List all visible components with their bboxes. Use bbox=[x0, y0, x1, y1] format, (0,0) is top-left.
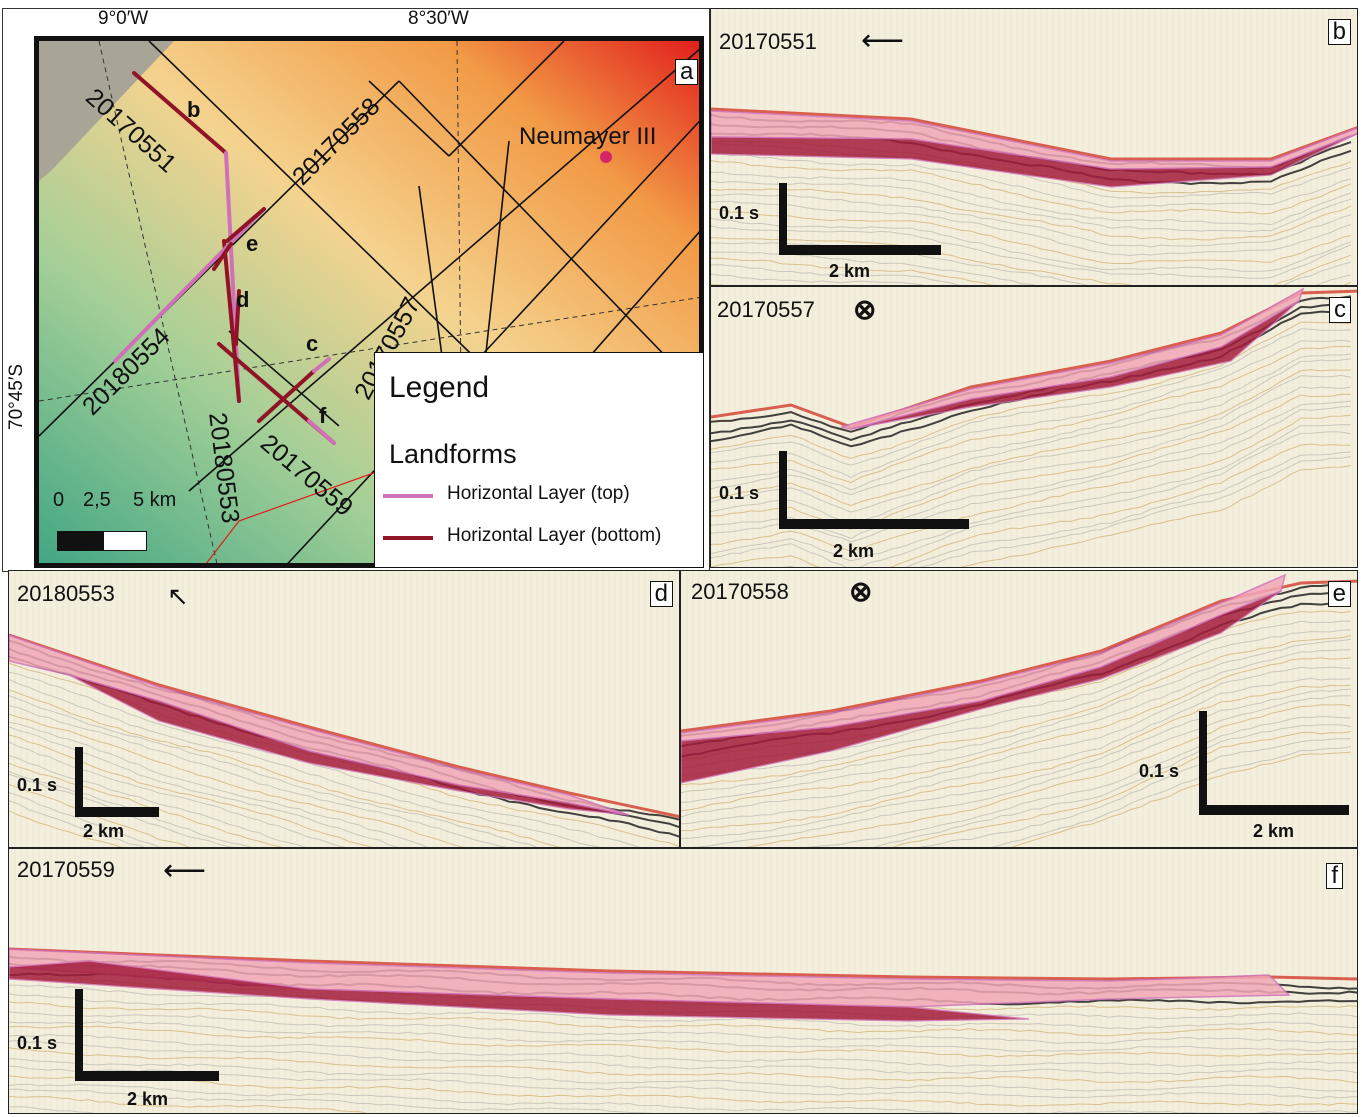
dist-label-e: 2 km bbox=[1253, 821, 1295, 841]
panel-letter-c: c bbox=[1329, 297, 1351, 323]
time-label-b: 0.1 s bbox=[719, 203, 760, 223]
time-label-e: 0.1 s bbox=[1139, 761, 1180, 781]
time-label-d: 0.1 s bbox=[17, 775, 58, 795]
arrow-left-icon: ⟵ bbox=[861, 24, 905, 57]
cross-circle-icon: ⊗ bbox=[853, 294, 877, 325]
scale-vertical-e bbox=[1199, 711, 1207, 815]
layer-bottom-polygon bbox=[68, 674, 630, 816]
cross-circle-icon: ⊗ bbox=[849, 576, 873, 607]
profile-id-b: 20170551 bbox=[719, 29, 817, 54]
scalebar-white bbox=[103, 531, 147, 551]
station-label: Neumayer III bbox=[519, 123, 657, 150]
scale-vertical-c bbox=[779, 451, 787, 527]
map-letter-c: c bbox=[306, 331, 319, 356]
scale-horizontal-e bbox=[1199, 805, 1349, 815]
legend: Legend Landforms Horizontal Layer (top) … bbox=[374, 352, 704, 568]
dist-label-c: 2 km bbox=[833, 541, 875, 561]
lon-label-9w: 9°0′W bbox=[98, 8, 149, 29]
scale-horizontal-f bbox=[75, 1071, 219, 1081]
map-letter-e: e bbox=[246, 231, 259, 256]
profile-id-e: 20170558 bbox=[691, 579, 789, 604]
seismic-panel-e: 20170558 ⊗ e 0.1 s 2 km bbox=[680, 570, 1358, 848]
lon-label-830w: 8°30′W bbox=[408, 8, 469, 29]
map-letter-b: b bbox=[187, 97, 201, 122]
legend-swatch-top bbox=[383, 494, 433, 498]
seismic-image-c bbox=[711, 287, 1357, 567]
scalebar-label-mid: 2,5 bbox=[83, 489, 111, 511]
dist-label-d: 2 km bbox=[83, 821, 125, 841]
scale-vertical-f bbox=[75, 989, 83, 1081]
layer-bottom-polygon bbox=[711, 133, 1357, 188]
legend-title: Legend bbox=[389, 371, 490, 404]
map-letter-d: d bbox=[236, 287, 250, 312]
layer-bottom-polygon bbox=[681, 590, 1282, 784]
scale-horizontal-c bbox=[779, 519, 969, 529]
station-marker bbox=[600, 151, 612, 163]
scale-vertical-d bbox=[75, 747, 83, 815]
lat-label: 70°45′S bbox=[6, 363, 27, 430]
seismic-panel-d: 20180553 ↖ d 0.1 s 2 km bbox=[8, 570, 680, 848]
panel-letter-e: e bbox=[1327, 581, 1351, 607]
layer-bottom-polygon bbox=[9, 960, 1030, 1022]
dist-label-f: 2 km bbox=[127, 1089, 169, 1109]
legend-label-top: Horizontal Layer (top) bbox=[447, 483, 630, 504]
scalebar-label-end: 5 km bbox=[133, 489, 177, 511]
profile-id-f: 20170559 bbox=[17, 857, 115, 882]
time-label-f: 0.1 s bbox=[17, 1033, 58, 1053]
dist-label-b: 2 km bbox=[829, 261, 871, 281]
legend-swatch-bottom bbox=[383, 536, 433, 540]
arrow-up-left-icon: ↖ bbox=[167, 581, 189, 611]
seismic-image-e bbox=[681, 571, 1357, 847]
layer-bottom-polygon bbox=[850, 300, 1300, 430]
scale-vertical-b bbox=[779, 183, 787, 255]
scale-horizontal-d bbox=[75, 807, 159, 817]
panel-letter-b: b bbox=[1327, 19, 1351, 45]
map-letter-f: f bbox=[319, 403, 327, 428]
legend-label-bottom: Horizontal Layer (bottom) bbox=[447, 525, 662, 546]
scalebar: 0 2,5 5 km bbox=[49, 489, 209, 559]
scalebar-black bbox=[57, 531, 105, 551]
time-label-c: 0.1 s bbox=[719, 483, 760, 503]
seismic-image-f bbox=[9, 849, 1357, 1113]
panel-letter-a: a bbox=[675, 59, 699, 85]
profile-id-d: 20180553 bbox=[17, 581, 115, 606]
seismic-image-d bbox=[9, 571, 679, 847]
scalebar-label-0: 0 bbox=[53, 489, 65, 511]
legend-subtitle: Landforms bbox=[389, 439, 517, 469]
seismic-panel-c: 20170557 ⊗ c 0.1 s 2 km bbox=[710, 286, 1358, 568]
seismic-panel-f: 20170559 ⟵ f 0.1 s 2 km bbox=[8, 848, 1358, 1114]
scale-horizontal-b bbox=[779, 245, 941, 255]
panel-letter-d: d bbox=[649, 581, 673, 607]
seismic-panel-b: 20170551 ⟵ b 0.1 s 2 km bbox=[710, 8, 1358, 286]
panel-letter-f: f bbox=[1326, 863, 1343, 889]
profile-id-c: 20170557 bbox=[717, 297, 815, 322]
arrow-left-icon: ⟵ bbox=[163, 854, 207, 887]
seismic-image-b bbox=[711, 9, 1357, 285]
